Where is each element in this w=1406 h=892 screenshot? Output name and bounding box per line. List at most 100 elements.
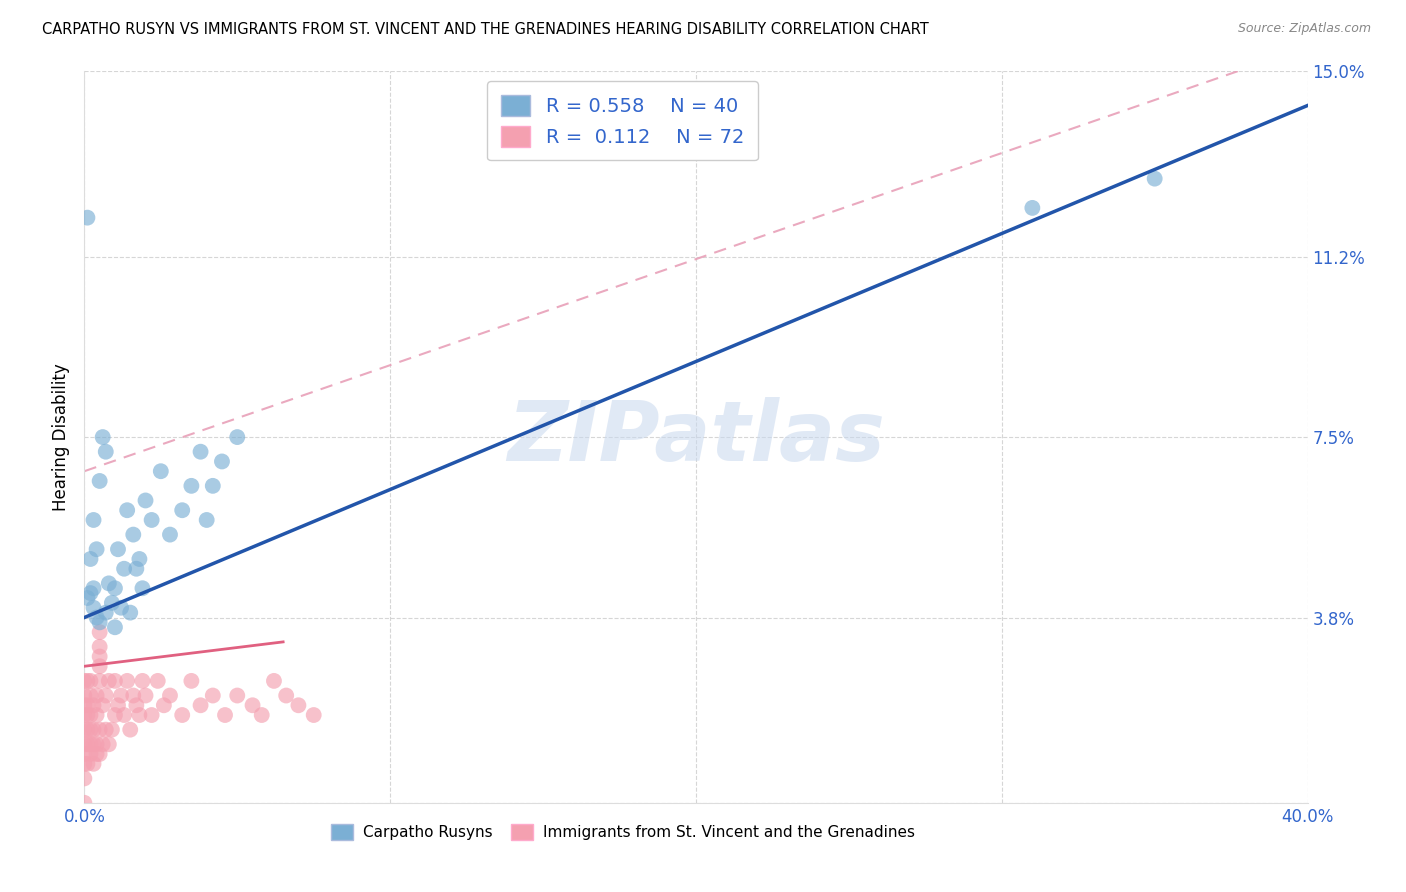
Point (125, 562, 148, 576)
Point (79, 673, 101, 688)
Point (89, 723, 111, 737)
Point (89, 625, 111, 640)
Point (91, 698, 114, 713)
Point (135, 689, 157, 703)
Point (190, 698, 212, 713)
Point (73, 756, 96, 771)
Point (172, 503, 194, 517)
Point (76, 708, 98, 723)
Point (94, 689, 117, 703)
Point (76, 591, 98, 605)
Point (83, 513, 105, 527)
Point (101, 596, 124, 610)
Point (73, 747, 96, 761)
Point (107, 698, 129, 713)
Point (73, 796, 96, 810)
Text: Source: ZipAtlas.com: Source: ZipAtlas.com (1237, 22, 1371, 36)
Point (180, 479, 202, 493)
Point (83, 581, 105, 595)
Legend: Carpatho Rusyns, Immigrants from St. Vincent and the Grenadines: Carpatho Rusyns, Immigrants from St. Vin… (325, 817, 921, 847)
Point (89, 673, 111, 688)
Point (112, 562, 135, 576)
Point (79, 689, 101, 703)
Point (201, 689, 224, 703)
Point (120, 723, 142, 737)
Text: CARPATHO RUSYN VS IMMIGRANTS FROM ST. VINCENT AND THE GRENADINES HEARING DISABIL: CARPATHO RUSYN VS IMMIGRANTS FROM ST. VI… (42, 22, 929, 37)
Point (73, 698, 96, 713)
Point (97, 737, 120, 751)
Point (79, 708, 101, 723)
Point (146, 673, 169, 688)
Point (159, 689, 181, 703)
Point (201, 479, 224, 493)
Point (115, 673, 138, 688)
Point (128, 708, 150, 723)
Point (141, 513, 163, 527)
Point (91, 430, 114, 444)
Point (73, 673, 96, 688)
Point (141, 708, 163, 723)
Point (86, 610, 108, 624)
Point (76, 737, 98, 751)
Point (107, 542, 129, 557)
Point (89, 747, 111, 761)
Point (211, 454, 233, 468)
Point (172, 708, 194, 723)
Point (226, 689, 249, 703)
Point (1143, 171, 1166, 186)
Point (195, 513, 218, 527)
Point (79, 723, 101, 737)
Point (79, 552, 101, 566)
Point (302, 708, 325, 723)
Point (112, 708, 135, 723)
Point (79, 586, 101, 600)
Point (79, 747, 101, 761)
Point (73, 737, 96, 751)
Point (94, 606, 117, 620)
Point (250, 708, 273, 723)
Point (104, 708, 127, 723)
Point (131, 581, 153, 595)
Point (153, 698, 176, 713)
Point (73, 723, 96, 737)
Point (76, 211, 98, 225)
Point (73, 708, 96, 723)
Point (159, 527, 181, 541)
Point (180, 673, 202, 688)
Point (128, 552, 150, 566)
Point (131, 673, 153, 688)
Point (73, 689, 96, 703)
Point (83, 600, 105, 615)
Point (125, 698, 148, 713)
Point (94, 723, 117, 737)
Point (115, 503, 138, 517)
Point (110, 689, 132, 703)
Point (83, 756, 105, 771)
Point (89, 640, 111, 654)
Point (287, 698, 309, 713)
Point (91, 737, 114, 751)
Point (104, 581, 127, 595)
Point (104, 620, 127, 634)
Point (83, 698, 105, 713)
Point (86, 747, 108, 761)
Point (263, 673, 285, 688)
Point (86, 689, 108, 703)
Point (242, 698, 264, 713)
Point (104, 673, 127, 688)
Point (89, 474, 111, 488)
Point (86, 542, 108, 557)
Point (73, 772, 96, 786)
Point (89, 659, 111, 673)
Point (79, 737, 101, 751)
Point (1021, 201, 1043, 215)
Point (89, 649, 111, 664)
Point (135, 493, 157, 508)
Point (86, 737, 108, 751)
Point (76, 673, 98, 688)
Point (226, 430, 249, 444)
Point (76, 756, 98, 771)
Text: ZIPatlas: ZIPatlas (508, 397, 884, 477)
Point (110, 600, 132, 615)
Point (101, 723, 124, 737)
